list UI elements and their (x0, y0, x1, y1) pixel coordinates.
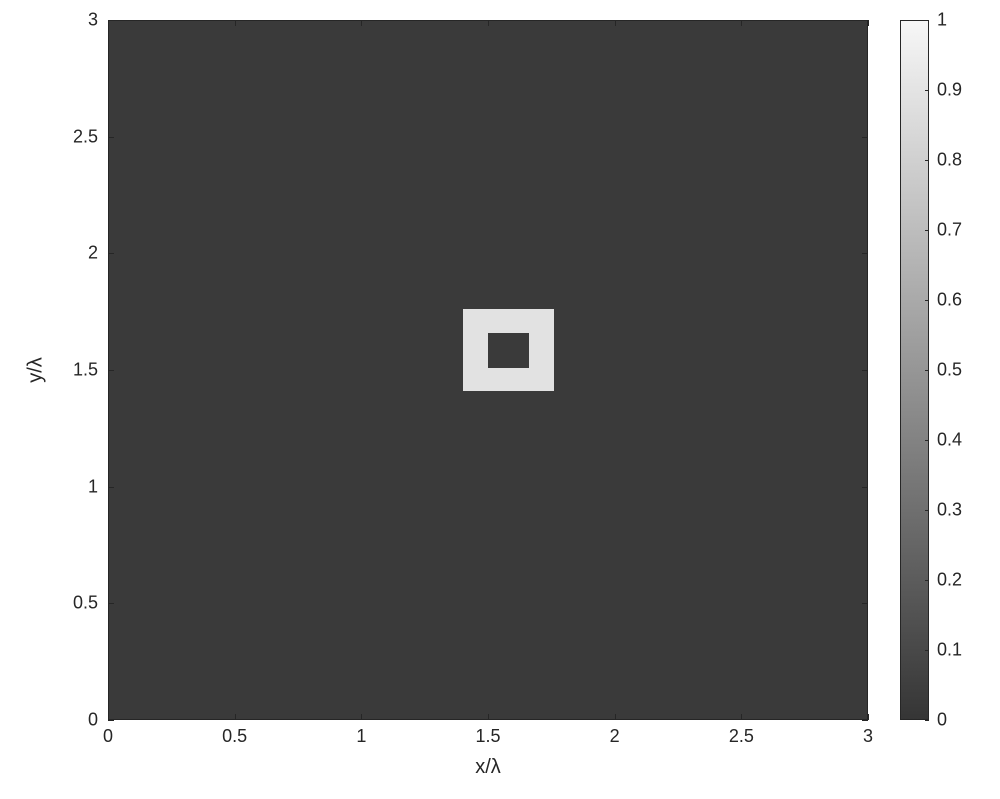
colorbar-tick (925, 160, 929, 161)
colorbar-tick-label: 0 (937, 710, 947, 731)
y-tick (862, 487, 868, 488)
colorbar-tick (925, 90, 929, 91)
colorbar-tick-label: 1 (937, 10, 947, 31)
y-tick-label: 0 (88, 710, 98, 731)
x-tick (488, 714, 489, 720)
x-tick (235, 714, 236, 720)
colorbar-tick (925, 440, 929, 441)
y-tick (108, 370, 114, 371)
y-tick (862, 603, 868, 604)
x-tick (741, 20, 742, 26)
x-tick-label: 1.5 (475, 726, 500, 747)
y-tick (108, 603, 114, 604)
y-tick (108, 720, 114, 721)
colorbar-tick-label: 0.5 (937, 360, 962, 381)
y-tick (108, 20, 114, 21)
y-tick-label: 0.5 (73, 593, 98, 614)
y-tick (108, 487, 114, 488)
y-tick (862, 20, 868, 21)
colorbar-tick (925, 720, 929, 721)
x-tick (615, 20, 616, 26)
x-tick-label: 0.5 (222, 726, 247, 747)
colorbar-tick (925, 230, 929, 231)
colorbar-tick-label: 0.1 (937, 640, 962, 661)
colorbar-tick (925, 580, 929, 581)
x-tick-label: 0 (103, 726, 113, 747)
figure: x/λ y/λ 0 0.5 1 1.5 2 2.5 3 0 0.5 1 1.5 2 2.5 3 0 0.1 0.… (0, 0, 1000, 799)
colorbar-tick-label: 0.4 (937, 430, 962, 451)
x-tick-label: 3 (863, 726, 873, 747)
y-tick-label: 2 (88, 243, 98, 264)
x-tick (488, 20, 489, 26)
y-tick-label: 1 (88, 476, 98, 497)
y-tick (108, 137, 114, 138)
x-tick (868, 714, 869, 720)
colorbar-tick-label: 0.3 (937, 500, 962, 521)
feature-square-inner (488, 333, 529, 368)
x-axis-label: x/λ (475, 756, 501, 779)
colorbar-tick (925, 510, 929, 511)
y-tick (862, 253, 868, 254)
x-tick (868, 20, 869, 26)
colorbar-tick (925, 650, 929, 651)
x-tick (235, 20, 236, 26)
x-tick-label: 2.5 (729, 726, 754, 747)
x-tick (741, 714, 742, 720)
colorbar-tick-label: 0.2 (937, 570, 962, 591)
colorbar-tick-label: 0.9 (937, 80, 962, 101)
x-tick (361, 20, 362, 26)
y-tick (108, 253, 114, 254)
y-tick (862, 137, 868, 138)
x-tick-label: 2 (610, 726, 620, 747)
colorbar-tick (925, 300, 929, 301)
colorbar-tick-label: 0.6 (937, 290, 962, 311)
y-tick-label: 1.5 (73, 360, 98, 381)
y-tick-label: 3 (88, 10, 98, 31)
x-tick (361, 714, 362, 720)
y-tick-label: 2.5 (73, 126, 98, 147)
y-tick (862, 720, 868, 721)
colorbar-tick (925, 370, 929, 371)
colorbar-tick (925, 20, 929, 21)
plot-area (108, 20, 868, 720)
x-tick-label: 1 (356, 726, 366, 747)
colorbar-tick-label: 0.8 (937, 150, 962, 171)
x-tick (615, 714, 616, 720)
y-axis-label: y/λ (25, 357, 48, 383)
y-tick (862, 370, 868, 371)
colorbar-tick-label: 0.7 (937, 220, 962, 241)
